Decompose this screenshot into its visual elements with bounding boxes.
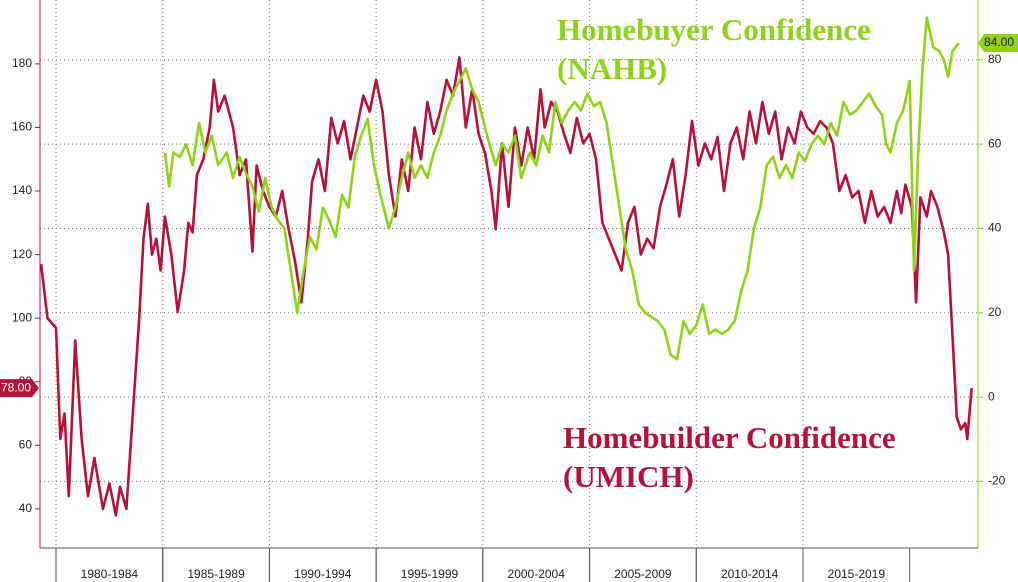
x-band-label: 1990-1994 — [294, 567, 352, 581]
x-band-label: 1995-1999 — [401, 567, 459, 581]
series-label: Homebuyer Confidence — [557, 12, 871, 47]
series-line — [163, 16, 960, 361]
y2-tick-label: 20 — [988, 305, 1002, 319]
current-value-marker — [0, 379, 39, 398]
series-label: (NAHB) — [557, 51, 667, 86]
y-tick-label: 120 — [12, 247, 32, 261]
y-tick-label: 180 — [12, 56, 32, 70]
y-tick-label: 140 — [12, 183, 32, 197]
y2-tick-label: 0 — [988, 389, 995, 403]
y2-tick-label: 60 — [988, 136, 1002, 150]
x-band-label: 1985-1989 — [187, 567, 245, 581]
current-value-label: 78.00 — [1, 380, 31, 394]
y-tick-label: 100 — [12, 310, 32, 324]
y-tick-label: 40 — [19, 501, 33, 515]
y-tick-label: 60 — [19, 438, 33, 452]
current-value-label: 84.00 — [984, 35, 1014, 49]
y2-tick-label: 80 — [988, 52, 1002, 66]
x-band-label: 2015-2019 — [828, 567, 886, 581]
x-band-label: 1980-1984 — [81, 567, 139, 581]
x-band-label: 2005-2009 — [614, 567, 672, 581]
y2-tick-label: 40 — [988, 221, 1002, 235]
current-value-marker — [978, 33, 1018, 52]
x-band-label: 2010-2014 — [721, 567, 779, 581]
series-line — [39, 56, 973, 517]
series-label: Homebuilder Confidence — [563, 420, 896, 455]
y2-tick-label: -20 — [988, 474, 1006, 488]
y-tick-label: 160 — [12, 120, 32, 134]
x-band-label: 2000-2004 — [508, 567, 566, 581]
series-label: (UMICH) — [563, 459, 694, 494]
